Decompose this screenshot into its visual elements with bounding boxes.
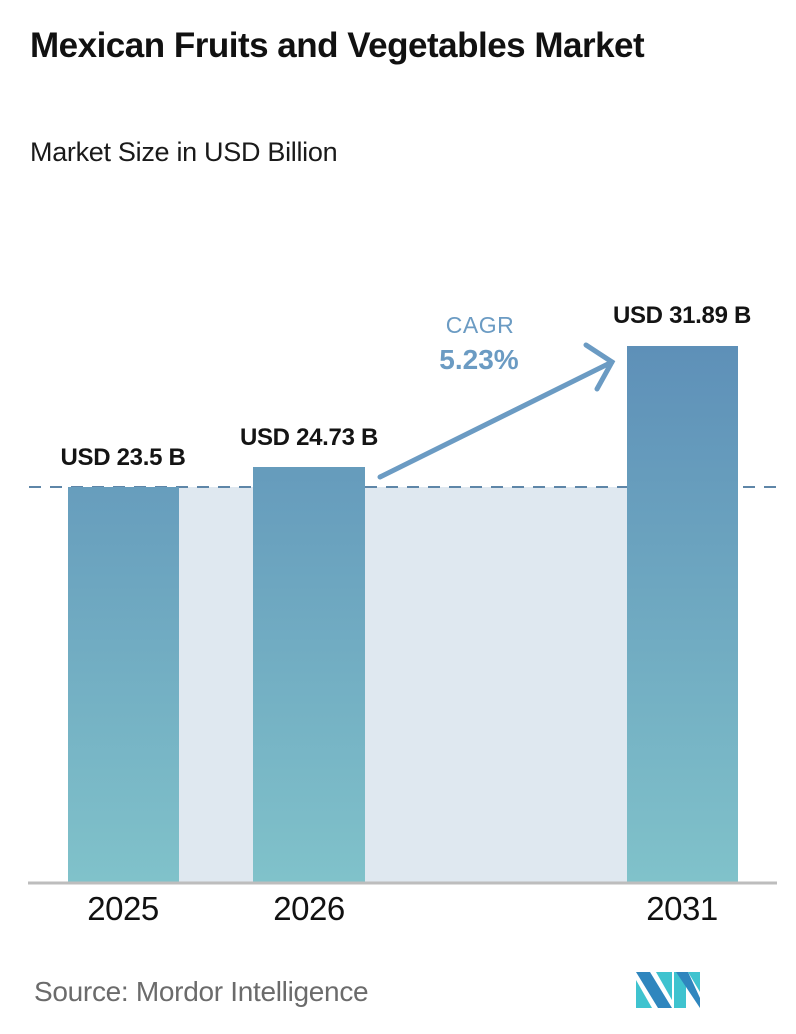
bar-2026	[253, 467, 365, 882]
cagr-value: 5.23%	[439, 344, 519, 375]
value-label-2031: USD 31.89 B	[612, 302, 752, 329]
value-label-2026: USD 24.73 B	[239, 424, 379, 451]
cagr-arrow-icon	[377, 342, 616, 480]
chart-subtitle: Market Size in USD Billion	[30, 137, 338, 167]
cagr-label: CAGR	[445, 312, 515, 338]
source-text: Source: Mordor Intelligence	[34, 976, 369, 1007]
x-tick-2025: 2025	[87, 890, 159, 927]
mordor-intelligence-logo-icon	[636, 972, 700, 1008]
x-tick-2031: 2031	[646, 890, 718, 927]
bar-2025	[68, 487, 179, 882]
bar-2031	[627, 346, 738, 882]
chart-title: Mexican Fruits and Vegetables Market	[30, 26, 645, 65]
value-label-2025: USD 23.5 B	[60, 444, 186, 471]
x-tick-2026: 2026	[273, 890, 345, 927]
shaded-baseline-region	[68, 487, 738, 882]
